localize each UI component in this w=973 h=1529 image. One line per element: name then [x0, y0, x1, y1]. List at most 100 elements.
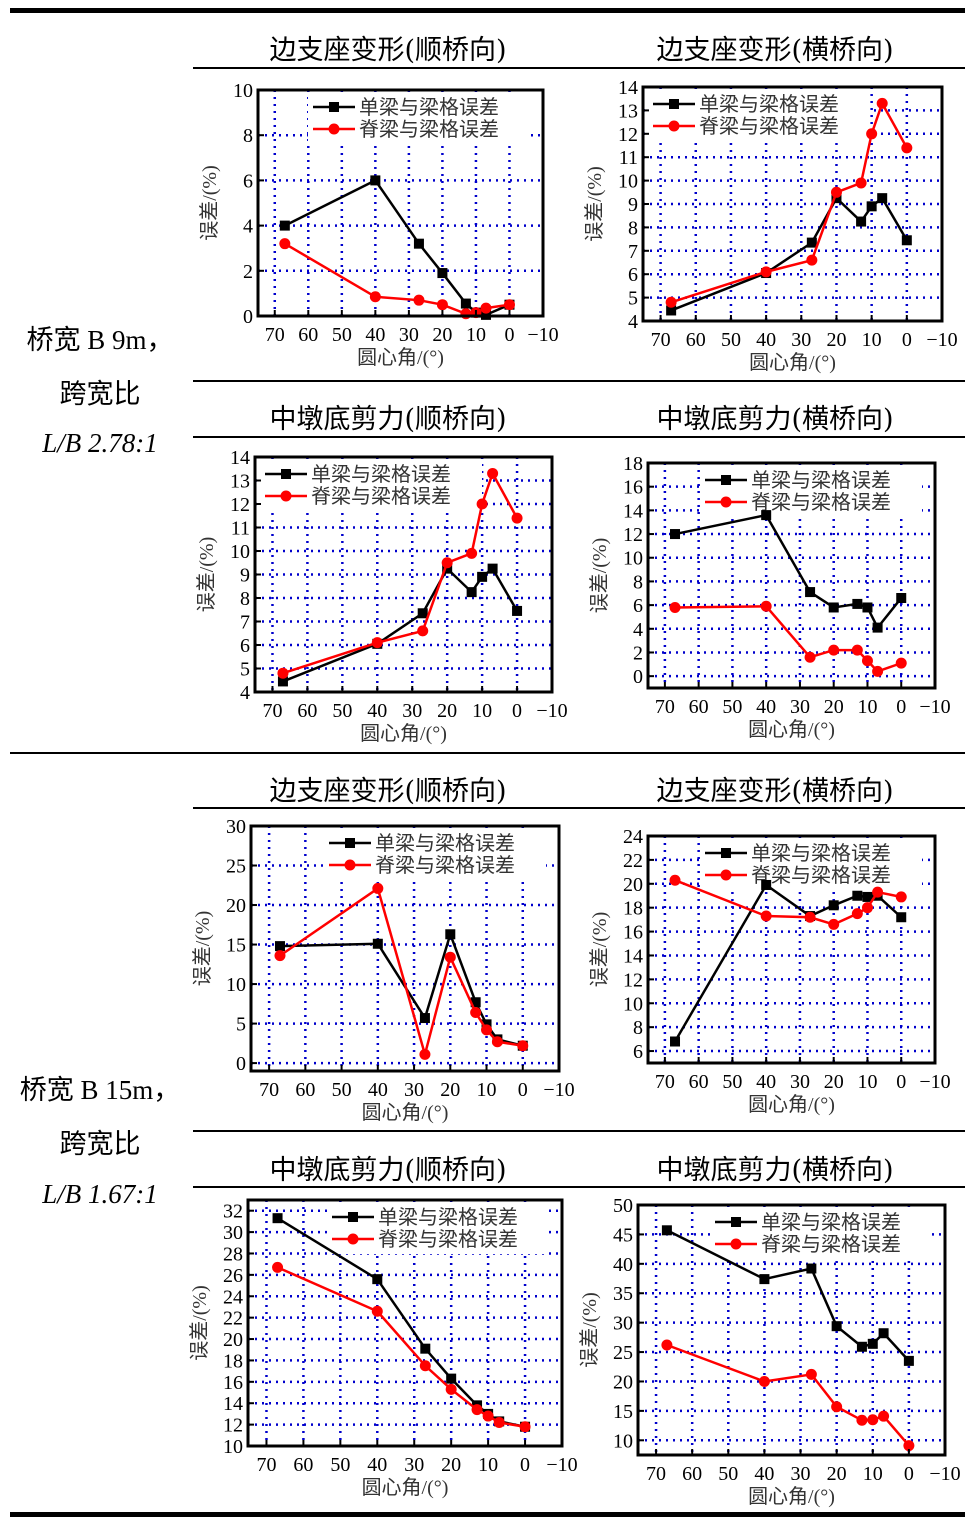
- y-tick-label: 7: [628, 241, 638, 263]
- data-point-circle: [272, 1261, 284, 1273]
- x-tick-label: 60: [295, 1079, 315, 1101]
- legend-circle-marker-icon: [730, 1238, 742, 1250]
- legend-background: [710, 1209, 932, 1259]
- legend-square-marker-icon: [721, 848, 731, 858]
- y-tick-label: 14: [618, 77, 638, 99]
- data-point-circle: [760, 266, 772, 278]
- x-tick-label: 30: [791, 1463, 811, 1485]
- y-tick-label: 13: [230, 471, 250, 493]
- row-rule: [193, 380, 965, 382]
- x-tick-label: −10: [543, 1079, 574, 1101]
- y-tick-label: 14: [623, 945, 643, 967]
- data-point-square: [896, 912, 907, 923]
- data-point-circle: [851, 644, 863, 656]
- y-tick-label: 0: [236, 1053, 246, 1075]
- data-point-square: [903, 1355, 914, 1366]
- data-point-square: [759, 1274, 770, 1285]
- legend-circle-marker-icon: [328, 123, 340, 135]
- legend-square-marker-icon: [348, 1212, 358, 1222]
- data-point-circle: [482, 1410, 494, 1422]
- data-point-circle: [491, 1036, 503, 1048]
- y-tick-label: 2: [243, 261, 253, 283]
- title-rule: [193, 807, 965, 809]
- y-tick-label: 10: [623, 993, 643, 1015]
- data-point-circle: [851, 908, 863, 920]
- y-tick-label: 4: [628, 311, 638, 333]
- data-point-square: [417, 608, 428, 619]
- x-tick-label: 0: [902, 329, 912, 351]
- y-tick-label: 8: [633, 1017, 643, 1039]
- data-point-square: [661, 1225, 672, 1236]
- x-tick-label: −10: [919, 696, 950, 718]
- data-point-square: [670, 1036, 681, 1047]
- data-point-square: [866, 201, 877, 212]
- y-tick-label: 6: [243, 170, 253, 192]
- legend-circle-marker-icon: [668, 120, 680, 132]
- y-tick-label: 10: [230, 541, 250, 563]
- data-point-square: [666, 305, 677, 316]
- y-axis-label: 误差/(%): [588, 538, 611, 614]
- data-point-square: [420, 1343, 431, 1354]
- x-tick-label: 20: [826, 329, 846, 351]
- y-tick-label: 8: [240, 588, 250, 610]
- data-point-square: [831, 193, 842, 204]
- data-point-square: [856, 1341, 867, 1352]
- legend-background: [327, 1204, 549, 1254]
- data-point-circle: [466, 547, 478, 559]
- y-tick-label: 40: [613, 1254, 633, 1276]
- data-point-square: [370, 175, 381, 186]
- y-tick-label: 32: [223, 1201, 243, 1223]
- title-rule: [193, 67, 965, 69]
- data-point-circle: [804, 651, 816, 663]
- row-rule: [193, 1130, 965, 1132]
- plot-frame: [246, 1198, 564, 1448]
- legend-label: 脊梁与梁格误差: [761, 1233, 901, 1256]
- x-tick-label: −10: [527, 324, 558, 346]
- y-tick-label: 20: [623, 874, 643, 896]
- data-point-square: [806, 237, 817, 248]
- x-tick-label: 60: [298, 324, 318, 346]
- data-point-circle: [481, 1024, 493, 1036]
- legend-square-marker-icon: [329, 102, 339, 112]
- data-point-circle: [861, 902, 873, 914]
- y-tick-label: 14: [223, 1393, 243, 1415]
- data-point-circle: [866, 128, 878, 140]
- legend-label: 脊梁与梁格误差: [751, 864, 891, 887]
- x-tick-label: −10: [929, 1463, 960, 1485]
- legend-circle-marker-icon: [720, 869, 732, 881]
- legend-label: 单梁与梁格误差: [751, 469, 891, 492]
- x-tick-label: 20: [437, 700, 457, 722]
- x-tick-label: 70: [646, 1463, 666, 1485]
- x-tick-label: 30: [790, 696, 810, 718]
- x-tick-label: 50: [330, 1454, 350, 1476]
- data-point-circle: [476, 498, 488, 510]
- y-tick-label: 8: [633, 571, 643, 593]
- data-point-circle: [760, 910, 772, 922]
- y-tick-label: 45: [613, 1224, 633, 1246]
- data-point-circle: [471, 1404, 483, 1416]
- y-tick-label: 6: [633, 1041, 643, 1063]
- y-tick-label: 0: [633, 666, 643, 688]
- legend-circle-marker-icon: [280, 490, 292, 502]
- data-point-square: [277, 676, 288, 687]
- y-tick-label: 12: [618, 124, 638, 146]
- x-tick-label: 10: [863, 1463, 883, 1485]
- data-point-square: [856, 216, 867, 227]
- data-point-circle: [758, 1375, 770, 1387]
- y-tick-label: 12: [623, 524, 643, 546]
- ratio-title: 跨宽比: [59, 1129, 141, 1159]
- data-point-square: [445, 929, 456, 940]
- y-tick-label: 24: [223, 1286, 243, 1308]
- data-point-square: [670, 529, 681, 540]
- y-tick-label: 26: [223, 1265, 243, 1287]
- x-tick-label: 60: [682, 1463, 702, 1485]
- data-point-square: [274, 941, 285, 952]
- legend-circle-marker-icon: [347, 1233, 359, 1245]
- y-tick-label: 18: [223, 1350, 243, 1372]
- x-tick-label: 40: [367, 700, 387, 722]
- y-tick-label: 14: [623, 500, 643, 522]
